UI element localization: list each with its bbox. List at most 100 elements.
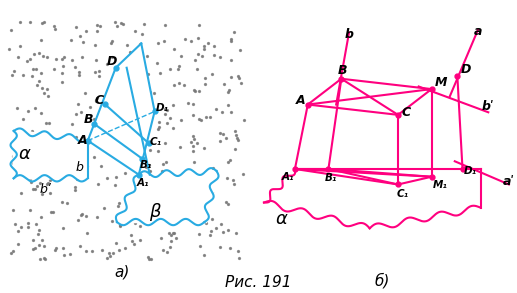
Point [9, 207, 17, 212]
Point [217, 110, 225, 114]
Point [157, 186, 165, 191]
Polygon shape [12, 129, 88, 180]
Point [188, 212, 196, 217]
Point [75, 72, 83, 77]
Point [200, 46, 208, 51]
Point [26, 57, 34, 62]
Point [103, 97, 111, 101]
Point [197, 117, 206, 122]
Point [72, 112, 81, 116]
Point [37, 37, 45, 42]
Point [101, 144, 109, 149]
Point [72, 134, 80, 139]
Point [131, 220, 140, 225]
Point [51, 26, 59, 31]
Point [24, 108, 33, 113]
Point [189, 200, 197, 205]
Point [15, 157, 23, 162]
Point [200, 44, 208, 48]
Point [135, 197, 143, 202]
Point [195, 23, 203, 28]
Point [109, 251, 117, 255]
Point [135, 91, 144, 96]
Point [187, 140, 195, 144]
Point [5, 47, 13, 52]
Point [165, 116, 174, 120]
Point [26, 208, 35, 213]
Point [206, 233, 214, 238]
Point [127, 232, 135, 237]
Point [191, 88, 199, 93]
Point [9, 154, 17, 159]
Point [177, 54, 186, 58]
Point [29, 237, 37, 242]
Point [79, 55, 87, 60]
Point [92, 58, 100, 62]
Text: α: α [19, 145, 31, 163]
Point [216, 55, 224, 59]
Point [230, 182, 238, 186]
Point [94, 123, 102, 128]
Point [195, 199, 203, 203]
Point [175, 144, 184, 149]
Point [181, 36, 189, 41]
Point [224, 103, 233, 107]
Point [26, 177, 34, 181]
Point [161, 112, 170, 117]
Point [138, 32, 146, 37]
Point [201, 81, 209, 86]
Text: M: M [435, 76, 447, 89]
Point [16, 44, 24, 48]
Point [163, 250, 172, 255]
Point [50, 23, 58, 28]
Point [90, 117, 98, 122]
Point [146, 148, 155, 152]
Point [93, 23, 101, 28]
Point [194, 36, 202, 40]
Point [185, 200, 193, 205]
Point [144, 182, 152, 186]
Point [40, 90, 48, 95]
Point [186, 179, 194, 183]
Point [161, 107, 169, 112]
Point [113, 204, 121, 208]
Point [24, 221, 32, 226]
Point [136, 106, 144, 111]
Point [25, 158, 33, 162]
Point [111, 183, 119, 187]
Point [202, 220, 210, 225]
Point [65, 142, 73, 147]
Point [19, 72, 27, 77]
Point [91, 42, 99, 47]
Point [61, 151, 69, 155]
Point [114, 95, 123, 99]
Point [166, 244, 174, 249]
Point [178, 183, 187, 188]
Point [195, 231, 203, 236]
Point [184, 183, 192, 187]
Point [120, 141, 128, 145]
Point [190, 136, 198, 141]
Point [70, 185, 79, 190]
Point [41, 256, 49, 261]
Point [6, 250, 14, 255]
Point [82, 249, 90, 253]
Point [114, 124, 122, 128]
Point [169, 103, 177, 108]
Point [227, 57, 235, 62]
Point [60, 54, 68, 59]
Point [201, 210, 209, 215]
Point [68, 122, 76, 127]
Point [171, 236, 179, 240]
Point [78, 110, 86, 114]
Point [144, 91, 153, 95]
Point [13, 229, 22, 234]
Point [224, 89, 232, 94]
Point [226, 37, 235, 41]
Point [144, 255, 153, 260]
Point [113, 24, 121, 29]
Point [24, 224, 33, 229]
Point [138, 200, 146, 204]
Point [40, 255, 48, 260]
Point [83, 231, 91, 236]
